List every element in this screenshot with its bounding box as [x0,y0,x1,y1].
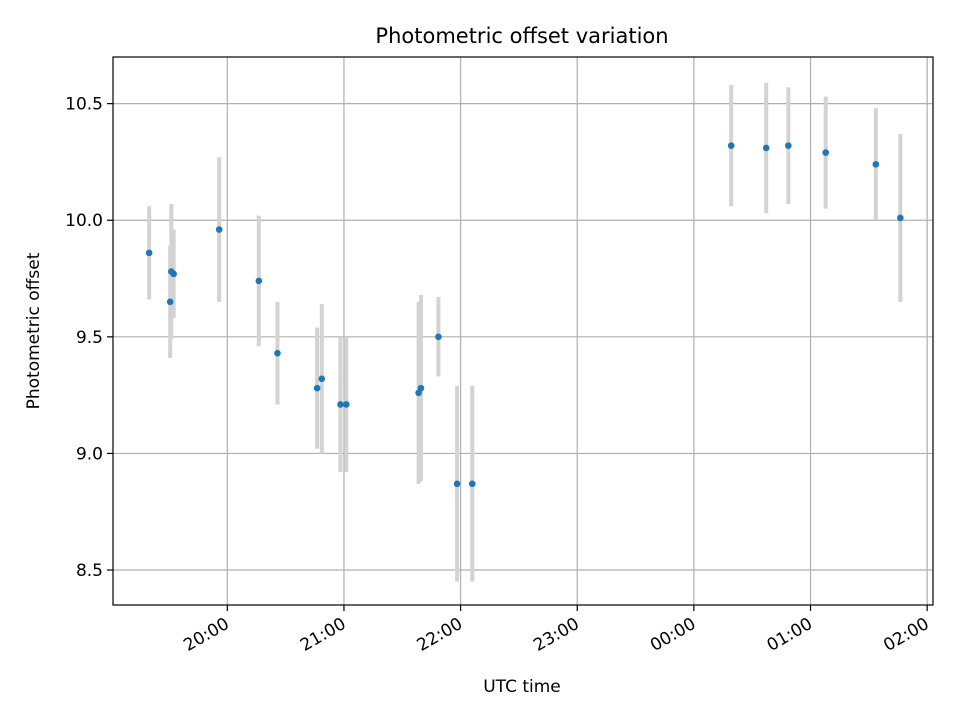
data-point [417,384,425,392]
data-points [145,142,904,488]
y-tick-label: 10.5 [65,95,103,115]
data-point [274,349,281,357]
plot-frame [112,56,934,606]
data-point [255,277,263,285]
x-axis-label: UTC time [483,677,561,697]
data-point [727,142,735,149]
y-tick-label: 8.5 [76,561,103,581]
grid [113,57,933,605]
data-point [313,384,321,392]
chart-title: Photometric offset variation [375,24,668,48]
data-point [145,249,153,257]
data-point [435,333,442,341]
y-tick-label: 10.0 [65,211,103,231]
data-point [318,375,326,383]
data-point [170,270,177,278]
data-point [872,160,880,168]
data-point [822,149,829,156]
data-point [337,401,344,408]
data-point [468,480,476,488]
data-point [785,142,792,149]
data-point [762,144,770,152]
y-tick-label: 9.0 [76,444,103,464]
data-point [166,298,174,306]
data-point [342,401,350,408]
data-point [215,226,223,233]
y-tick-label: 9.5 [76,328,103,348]
data-point [453,480,461,488]
y-axis-ticks: 8.5 9.0 9.5 10.0 10.5 [65,95,113,581]
y-axis-label: Photometric offset [24,252,44,409]
data-point [897,214,904,222]
